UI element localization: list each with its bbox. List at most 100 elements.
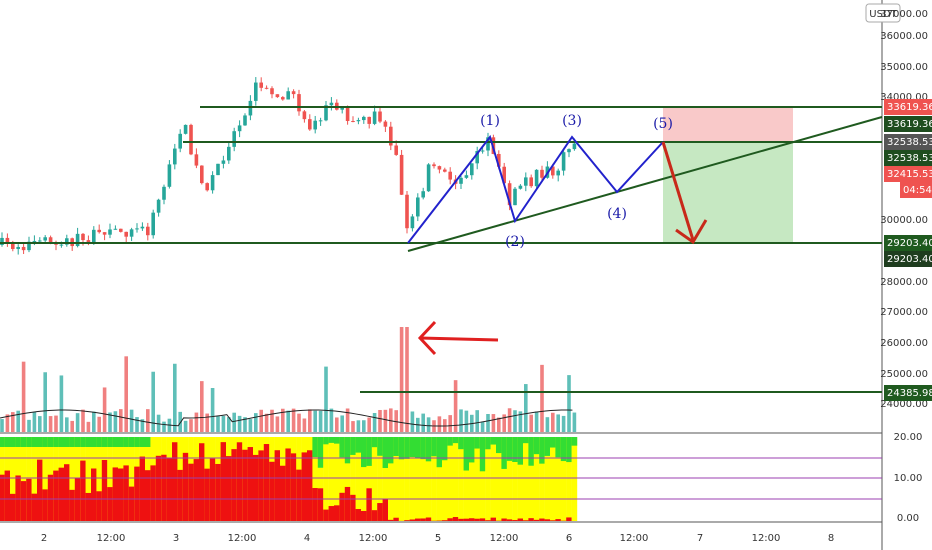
- indicator-green: [91, 437, 97, 447]
- volume-bar: [551, 412, 555, 432]
- indicator-yellow: [523, 437, 529, 521]
- indicator-red: [366, 488, 372, 521]
- price-label: 24000.00: [880, 399, 928, 410]
- indicator-red: [285, 448, 291, 521]
- indicator-green: [469, 437, 475, 463]
- indicator-green: [506, 437, 513, 461]
- candle-body: [572, 143, 577, 150]
- volume-bar: [270, 409, 274, 432]
- price-tag: 32415.53: [887, 169, 932, 180]
- volume-bar: [534, 411, 539, 432]
- candle-body: [259, 82, 263, 88]
- candle-body: [313, 120, 317, 130]
- volume-bar: [216, 416, 220, 432]
- candle-body: [497, 153, 501, 167]
- candle-body: [524, 177, 528, 186]
- volume-bar: [151, 371, 155, 432]
- candle-body: [86, 240, 91, 244]
- volume-bar: [362, 420, 366, 432]
- indicator-red: [539, 518, 545, 521]
- indicator-green: [344, 437, 351, 464]
- price-tag-bg: [884, 235, 932, 251]
- indicator-green: [388, 437, 394, 464]
- volume-bar: [200, 381, 204, 432]
- indicator-yellow: [393, 437, 399, 521]
- indicator-green: [528, 437, 534, 466]
- candle-body: [146, 226, 150, 236]
- indicator-green: [377, 437, 383, 456]
- volume-bar: [135, 417, 139, 432]
- volume-bar: [205, 413, 209, 432]
- indicator-red: [123, 465, 129, 521]
- candle-body: [183, 124, 188, 134]
- candle-body: [232, 131, 236, 147]
- indicator-green: [415, 437, 421, 459]
- indicator-red: [290, 453, 297, 521]
- candle-body: [551, 166, 555, 176]
- indicator-yellow: [463, 437, 470, 521]
- candle-body: [38, 240, 42, 242]
- candle-body: [205, 183, 209, 191]
- candle-body: [437, 166, 442, 170]
- indicator-red: [355, 509, 362, 521]
- candle-body: [16, 246, 20, 250]
- volume-bar: [410, 411, 415, 432]
- time-label: 12:00: [97, 533, 126, 544]
- volume-bar: [518, 411, 523, 432]
- indicator-red: [4, 470, 11, 521]
- candle-body: [345, 107, 350, 122]
- indicator-red: [20, 481, 27, 521]
- indicator-yellow: [398, 437, 405, 521]
- indicator-red: [469, 518, 475, 521]
- indicator-red: [226, 456, 232, 521]
- indicator-red: [323, 509, 329, 521]
- volume-bar: [394, 410, 398, 432]
- indicator-green: [128, 437, 135, 447]
- indicator-red: [361, 510, 367, 521]
- indicator-red: [555, 519, 561, 521]
- price-tag: 29203.40: [887, 238, 932, 249]
- volume-bar: [237, 415, 242, 432]
- indicator-red: [193, 459, 200, 521]
- volume-bar: [351, 421, 355, 432]
- volume-bar: [453, 380, 458, 432]
- arrow: [661, 141, 695, 241]
- indicator-red: [177, 469, 183, 521]
- indicator-yellow: [452, 437, 459, 521]
- indicator-red: [280, 465, 286, 521]
- volume-bar: [16, 410, 20, 432]
- indicator-green: [539, 437, 545, 464]
- indicator-red: [501, 518, 507, 521]
- candle-body: [156, 199, 161, 213]
- time-label: 12:00: [752, 533, 781, 544]
- volume-bar: [232, 412, 236, 432]
- indicator-green: [452, 437, 459, 444]
- indicator-red: [269, 461, 275, 521]
- indicator-green: [10, 437, 16, 447]
- price-tag-bg: [884, 150, 932, 166]
- indicator-yellow: [544, 437, 551, 521]
- indicator-red: [452, 517, 459, 521]
- candle-body: [151, 212, 155, 236]
- indicator-red: [96, 491, 102, 521]
- indicator-green: [409, 437, 416, 457]
- indicator-yellow: [447, 437, 453, 521]
- unit-badge[interactable]: [865, 3, 901, 23]
- time-label: 12:00: [620, 533, 649, 544]
- indicator-green: [31, 437, 38, 447]
- arrow: [419, 336, 499, 342]
- candle-body: [556, 170, 560, 176]
- indicator-red: [155, 455, 162, 521]
- indicator-green: [512, 437, 518, 462]
- candle-body: [421, 191, 425, 198]
- indicator-red: [145, 470, 151, 521]
- volume-bar: [502, 414, 506, 432]
- indicator-red: [523, 520, 529, 521]
- indicator-red: [388, 519, 394, 521]
- indicator-green: [571, 437, 578, 446]
- indicator-yellow: [344, 437, 351, 521]
- volume-bar: [189, 419, 193, 432]
- indicator-yellow: [409, 437, 416, 521]
- candle-body: [518, 185, 523, 189]
